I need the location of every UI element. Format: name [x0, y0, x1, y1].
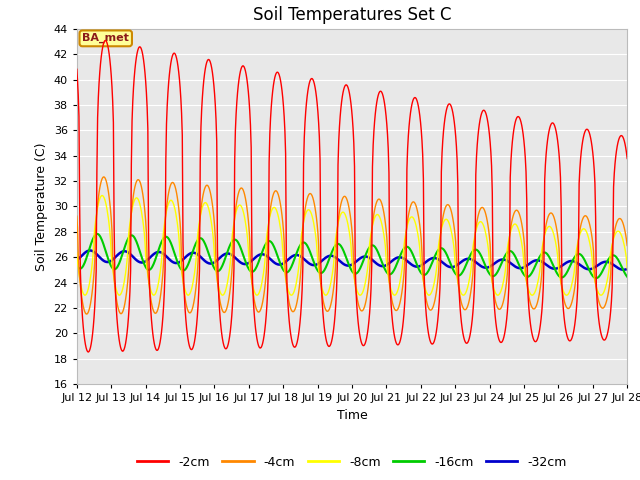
Legend: -2cm, -4cm, -8cm, -16cm, -32cm: -2cm, -4cm, -8cm, -16cm, -32cm [132, 451, 572, 474]
Title: Soil Temperatures Set C: Soil Temperatures Set C [253, 6, 451, 24]
Y-axis label: Soil Temperature (C): Soil Temperature (C) [35, 142, 48, 271]
Text: BA_met: BA_met [83, 33, 129, 44]
X-axis label: Time: Time [337, 408, 367, 421]
